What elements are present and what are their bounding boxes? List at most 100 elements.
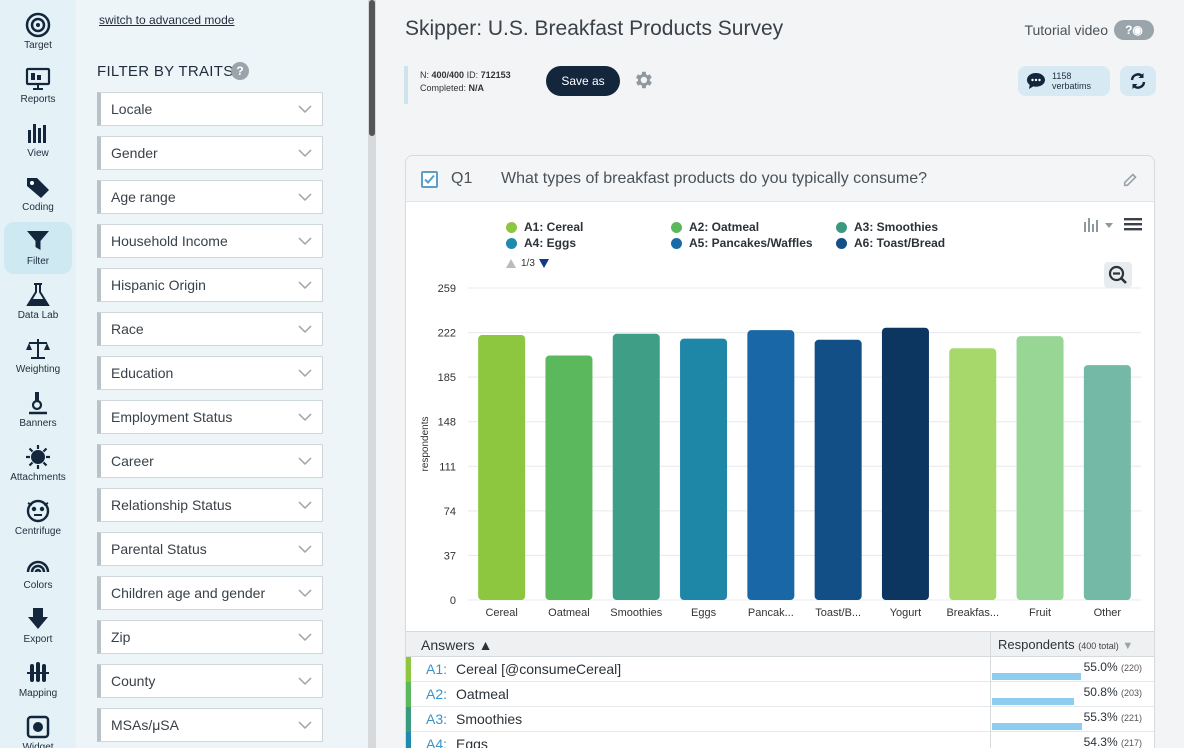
tutorial-video-link[interactable]: Tutorial video ? ◉ bbox=[1024, 20, 1154, 40]
filter-dropdown[interactable]: Parental Status bbox=[97, 532, 323, 566]
pencil-icon[interactable] bbox=[1122, 170, 1140, 188]
nav-label: Banners bbox=[19, 418, 57, 429]
filter-dropdown[interactable]: Zip bbox=[97, 620, 323, 654]
save-as-button[interactable]: Save as bbox=[546, 66, 620, 96]
nav-item-colors[interactable]: Colors bbox=[4, 546, 72, 598]
answer-row[interactable]: A4: Eggs 54.3% (217) bbox=[406, 732, 1154, 748]
main-nav: Target Reports View Coding Filter Data Lab Wei… bbox=[0, 0, 76, 748]
bar[interactable] bbox=[680, 338, 728, 600]
answer-code: A3: bbox=[426, 711, 448, 727]
answer-color-accent bbox=[406, 707, 411, 732]
filter-label: Zip bbox=[111, 629, 131, 645]
filter-dropdown[interactable]: Gender bbox=[97, 136, 323, 170]
filter-dropdown[interactable]: County bbox=[97, 664, 323, 698]
nav-item-view[interactable]: View bbox=[4, 114, 72, 166]
filter-dropdown[interactable]: Locale bbox=[97, 92, 323, 126]
bar[interactable] bbox=[478, 334, 526, 600]
filter-dropdown[interactable]: Employment Status bbox=[97, 400, 323, 434]
respondents-column-header[interactable]: Respondents (400 total) ▼ bbox=[990, 632, 1154, 656]
filter-dropdown[interactable]: Career bbox=[97, 444, 323, 478]
bar[interactable] bbox=[1083, 365, 1131, 600]
verbatims-button[interactable]: 1158 verbatims bbox=[1018, 66, 1110, 96]
x-tick-label: Yogurt bbox=[890, 607, 921, 619]
answer-row[interactable]: A3: Smoothies 55.3% (221) bbox=[406, 707, 1154, 732]
y-tick-label: 37 bbox=[444, 550, 456, 562]
nav-item-mapping[interactable]: Mapping bbox=[4, 654, 72, 706]
nav-item-attachments[interactable]: Attachments bbox=[4, 438, 72, 490]
widget-icon bbox=[26, 715, 50, 739]
answer-color-accent bbox=[406, 732, 411, 748]
answer-label: Oatmeal bbox=[456, 686, 509, 702]
filter-dropdown[interactable]: Education bbox=[97, 356, 323, 390]
nav-item-centrifuge[interactable]: Centrifuge bbox=[4, 492, 72, 544]
filter-dropdown[interactable]: Children age and gender bbox=[97, 576, 323, 610]
main-content: Skipper: U.S. Breakfast Products Survey … bbox=[376, 0, 1184, 748]
question-text: What types of breakfast products do you … bbox=[501, 170, 927, 187]
nav-item-coding[interactable]: Coding bbox=[4, 168, 72, 220]
refresh-button[interactable] bbox=[1120, 66, 1156, 96]
legend-item[interactable]: A5: Pancakes/Waffles bbox=[671, 236, 813, 250]
nav-item-target[interactable]: Target bbox=[4, 6, 72, 58]
nav-item-data-lab[interactable]: Data Lab bbox=[4, 276, 72, 328]
nav-item-weighting[interactable]: Weighting bbox=[4, 330, 72, 382]
filter-label: MSAs/μSA bbox=[111, 717, 179, 733]
legend-pager[interactable]: 1/3 bbox=[506, 258, 549, 269]
nav-item-export[interactable]: Export bbox=[4, 600, 72, 652]
pager-next-icon[interactable] bbox=[538, 259, 549, 268]
legend-label: A1: Cereal bbox=[524, 220, 584, 234]
chevron-down-icon bbox=[298, 193, 312, 202]
help-icon[interactable]: ? bbox=[231, 62, 249, 80]
x-tick-label: Cereal bbox=[485, 607, 517, 619]
filter-dropdown[interactable]: MSAs/μSA bbox=[97, 708, 323, 742]
nav-label: Attachments bbox=[10, 472, 66, 483]
legend-item[interactable]: A4: Eggs bbox=[506, 236, 576, 250]
bar[interactable] bbox=[747, 330, 795, 600]
filter-scrollbar[interactable] bbox=[368, 0, 376, 748]
nav-item-banners[interactable]: Banners bbox=[4, 384, 72, 436]
legend-swatch bbox=[671, 221, 682, 233]
answers-column-header[interactable]: Answers ▲ bbox=[421, 637, 493, 653]
chevron-down-icon bbox=[298, 545, 312, 554]
answer-respondents: 55.3% (221) bbox=[990, 707, 1154, 732]
filter-dropdown[interactable]: Relationship Status bbox=[97, 488, 323, 522]
legend-item[interactable]: A3: Smoothies bbox=[836, 220, 938, 234]
pager-prev-icon[interactable] bbox=[506, 259, 516, 268]
filter-label: Hispanic Origin bbox=[111, 277, 206, 293]
bar[interactable] bbox=[545, 355, 593, 600]
bar[interactable] bbox=[1016, 336, 1064, 600]
zoom-out-button[interactable] bbox=[1104, 262, 1132, 288]
scroll-thumb[interactable] bbox=[369, 0, 375, 136]
survey-info: N: 400/400 ID: 712153 Completed: N/A bbox=[420, 70, 511, 93]
legend-item[interactable]: A6: Toast/Bread bbox=[836, 236, 945, 250]
bar[interactable] bbox=[881, 327, 929, 600]
filter-dropdown[interactable]: Hispanic Origin bbox=[97, 268, 323, 302]
answer-row[interactable]: A1: Cereal [@consumeCereal] 55.0% (220) bbox=[406, 657, 1154, 682]
bar[interactable] bbox=[949, 348, 997, 600]
question-checkbox[interactable] bbox=[421, 171, 438, 188]
filter-dropdown[interactable]: Household Income bbox=[97, 224, 323, 258]
menu-icon[interactable] bbox=[1124, 216, 1142, 232]
legend-item[interactable]: A1: Cereal bbox=[506, 220, 583, 234]
advanced-mode-link[interactable]: switch to advanced mode bbox=[99, 13, 235, 27]
chevron-down-icon bbox=[298, 369, 312, 378]
filter-dropdown[interactable]: Race bbox=[97, 312, 323, 346]
question-number: Q1 bbox=[451, 170, 473, 187]
nav-item-reports[interactable]: Reports bbox=[4, 60, 72, 112]
y-tick-label: 222 bbox=[438, 328, 456, 340]
nav-item-widget[interactable]: Widget bbox=[4, 708, 72, 748]
chevron-down-icon bbox=[298, 281, 312, 290]
filter-dropdown[interactable]: Age range bbox=[97, 180, 323, 214]
y-tick-label: 185 bbox=[438, 372, 456, 384]
bar[interactable] bbox=[612, 333, 660, 600]
legend-label: A6: Toast/Bread bbox=[854, 236, 946, 250]
chart-type-icon[interactable] bbox=[1084, 216, 1114, 232]
bar[interactable] bbox=[814, 339, 862, 600]
legend-item[interactable]: A2: Oatmeal bbox=[671, 220, 759, 234]
gear-icon[interactable] bbox=[632, 69, 654, 91]
answer-code: A4: bbox=[426, 736, 448, 748]
chevron-down-icon bbox=[298, 721, 312, 730]
legend-swatch bbox=[836, 221, 847, 233]
answer-row[interactable]: A2: Oatmeal 50.8% (203) bbox=[406, 682, 1154, 707]
nav-item-filter[interactable]: Filter bbox=[4, 222, 72, 274]
answer-code: A1: bbox=[426, 661, 448, 677]
